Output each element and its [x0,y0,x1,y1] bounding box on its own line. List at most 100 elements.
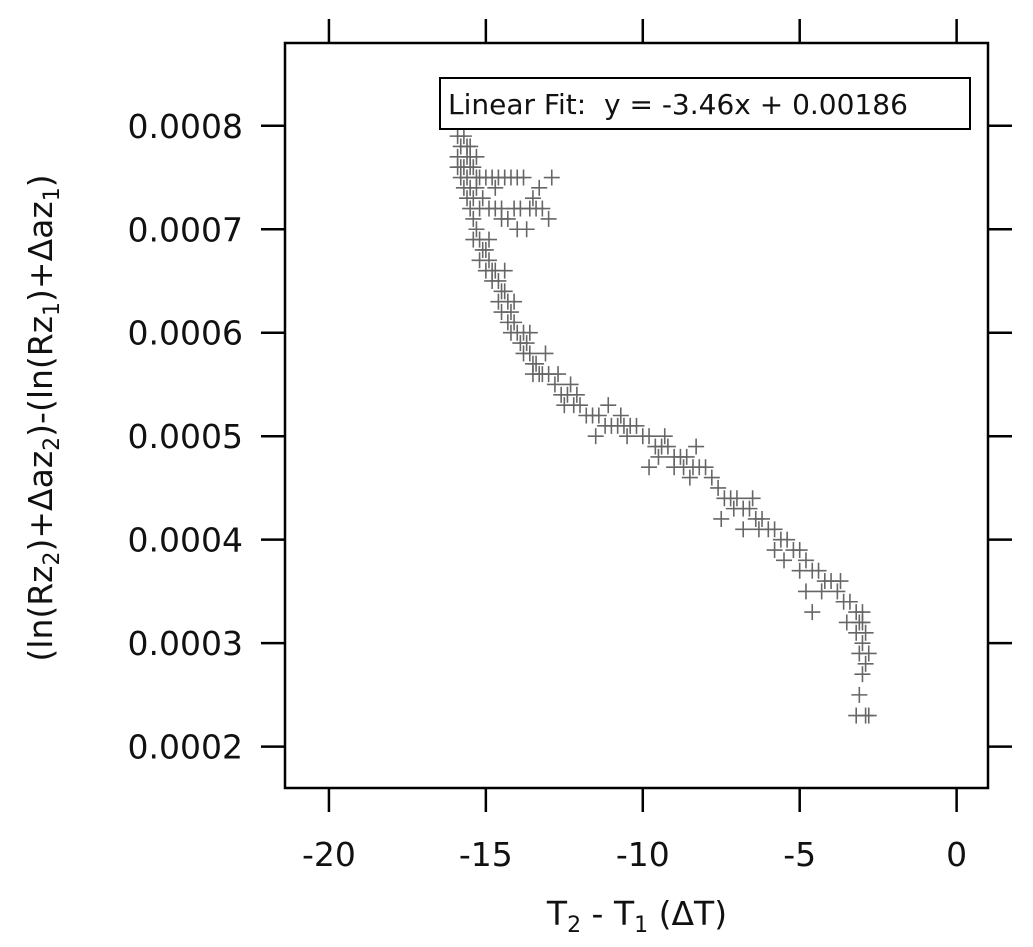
data-point [480,231,497,248]
fit-legend: Linear Fit: y = -3.46x + 0.00186 [439,77,971,130]
data-point [854,666,871,683]
data-point [518,335,535,352]
data-points [449,128,877,724]
data-point [735,521,752,538]
data-point [675,459,692,476]
fit-legend-box [439,77,971,130]
data-point [641,459,658,476]
data-point [656,428,673,445]
y-axis-ticks: 0.0002 0.0003 0.0004 0.0005 0.0006 0.0007 0.00… [128,107,1012,767]
x-tick-label: -5 [783,835,816,874]
data-point [612,407,629,424]
data-point [477,241,494,258]
y-tick-label: 0.0005 [128,417,243,456]
x-tick-label: -10 [616,835,670,874]
x-axis-ticks: -20 -15 -10 -5 0 [302,19,967,874]
data-point [499,314,516,331]
data-point [854,635,871,652]
data-point [766,542,783,559]
data-point [496,262,513,279]
data-point [528,355,545,372]
data-point [459,190,476,207]
data-point [851,686,868,703]
data-point [681,469,698,486]
data-point [688,438,705,455]
data-point [797,552,814,569]
data-point [697,459,714,476]
data-point [465,159,482,176]
data-point [678,448,695,465]
data-point [480,252,497,269]
x-axis-title: T2 - T1 (ΔT) [546,894,727,938]
x-tick-label: 0 [946,835,967,874]
data-point [568,386,585,403]
data-point [791,542,808,559]
data-point [487,179,504,196]
data-point [590,407,607,424]
data-point [860,645,877,662]
data-point [537,345,554,362]
y-tick-label: 0.0008 [128,107,243,146]
data-point [550,366,567,383]
data-point [531,179,548,196]
data-point [750,521,767,538]
data-point [659,438,676,455]
data-point [791,562,808,579]
data-point [509,221,526,238]
data-point [725,500,742,517]
y-axis-title: (ln(Rz2)+Δaz2)-(ln(Rz1)+Δaz1) [21,174,65,661]
data-point [779,531,796,548]
data-point [515,169,532,186]
data-point [546,376,563,393]
data-point [628,417,645,434]
data-point [468,148,485,165]
data-point [754,510,771,527]
data-point [462,138,479,155]
y-tick-label: 0.0002 [128,728,243,767]
data-point [496,283,513,300]
data-point [515,345,532,362]
data-point [465,231,482,248]
data-point [465,210,482,227]
data-point [540,210,557,227]
data-point [600,397,617,414]
data-point [832,573,849,590]
data-point [471,200,488,217]
data-point [797,583,814,600]
data-point [776,552,793,569]
data-point [484,272,501,289]
data-point [506,293,523,310]
data-point [804,604,821,621]
data-point [710,479,727,496]
data-point [562,376,579,393]
data-point [468,179,485,196]
data-point [449,159,466,176]
y-tick-label: 0.0006 [128,314,243,353]
data-point [766,521,783,538]
y-tick-label: 0.0004 [128,521,243,560]
data-point [493,210,510,227]
data-point [728,490,745,507]
data-point [650,448,667,465]
plot-frame [283,41,990,790]
data-point [468,221,485,238]
data-point [587,428,604,445]
fit-legend-label: Linear Fit: y = -3.46x + 0.00186 [448,88,908,121]
data-point [455,128,472,145]
data-point [860,707,877,724]
data-point [841,593,858,610]
data-point [713,510,730,527]
data-point [703,469,720,486]
data-point [572,397,589,414]
data-point [556,397,573,414]
data-point [474,190,491,207]
data-point [838,614,855,631]
data-point [857,624,874,641]
data-point [534,200,551,217]
data-point [502,304,519,321]
y-tick-label: 0.0003 [128,624,243,663]
data-point [854,604,871,621]
x-tick-label: -20 [302,835,356,874]
data-point [829,583,846,600]
